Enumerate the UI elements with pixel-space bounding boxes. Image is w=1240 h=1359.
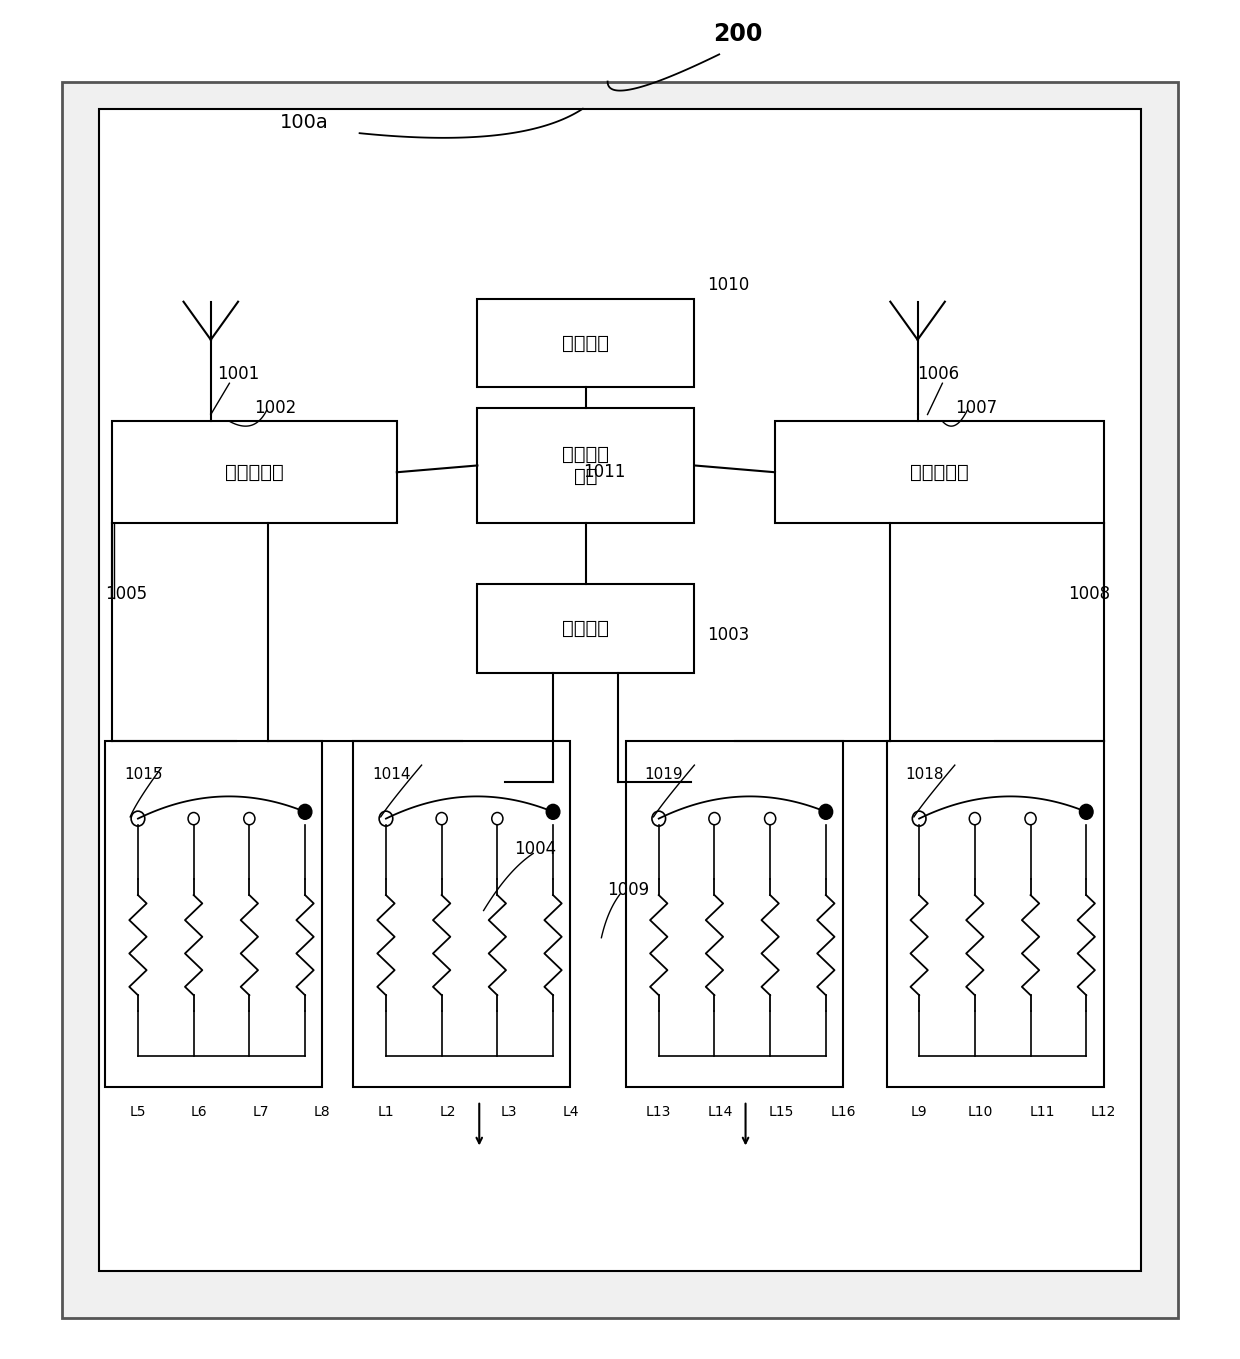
Text: 1003: 1003 bbox=[707, 625, 749, 644]
Text: L10: L10 bbox=[968, 1105, 993, 1118]
Bar bbox=[99, 109, 1141, 1271]
Text: L12: L12 bbox=[1091, 1105, 1116, 1118]
Bar bbox=[775, 421, 1104, 523]
Text: 1001: 1001 bbox=[217, 364, 259, 383]
Bar bbox=[477, 408, 694, 523]
Text: 1004: 1004 bbox=[515, 840, 557, 859]
Bar bbox=[626, 741, 843, 1087]
Text: 200: 200 bbox=[713, 22, 763, 46]
Text: 1002: 1002 bbox=[254, 398, 296, 417]
Bar bbox=[477, 584, 694, 673]
Bar bbox=[105, 741, 322, 1087]
Bar bbox=[887, 741, 1104, 1087]
Text: 第五切换
单元: 第五切换 单元 bbox=[563, 444, 609, 487]
Text: L13: L13 bbox=[646, 1105, 671, 1118]
Text: L16: L16 bbox=[831, 1105, 856, 1118]
Text: 1019: 1019 bbox=[645, 766, 683, 783]
Circle shape bbox=[546, 805, 560, 819]
Bar bbox=[477, 299, 694, 387]
Text: L9: L9 bbox=[911, 1105, 928, 1118]
Text: L5: L5 bbox=[130, 1105, 146, 1118]
Text: L4: L4 bbox=[562, 1105, 579, 1118]
Text: 1008: 1008 bbox=[1068, 584, 1110, 603]
Bar bbox=[112, 421, 397, 523]
Text: L2: L2 bbox=[439, 1105, 455, 1118]
Text: 1009: 1009 bbox=[608, 881, 650, 900]
Text: L1: L1 bbox=[378, 1105, 394, 1118]
Text: L11: L11 bbox=[1029, 1105, 1055, 1118]
Text: 1007: 1007 bbox=[955, 398, 997, 417]
Text: 第二双工器: 第二双工器 bbox=[910, 463, 968, 481]
Circle shape bbox=[1079, 805, 1092, 819]
Bar bbox=[353, 741, 570, 1087]
Text: 感应单元: 感应单元 bbox=[563, 334, 609, 352]
Text: L6: L6 bbox=[191, 1105, 208, 1118]
Text: L7: L7 bbox=[253, 1105, 269, 1118]
Text: 控制单元: 控制单元 bbox=[563, 620, 609, 637]
Text: 1018: 1018 bbox=[905, 766, 944, 783]
Text: L3: L3 bbox=[501, 1105, 517, 1118]
Text: 100a: 100a bbox=[279, 113, 329, 132]
Text: 1011: 1011 bbox=[583, 462, 625, 481]
Text: L8: L8 bbox=[314, 1105, 331, 1118]
Circle shape bbox=[299, 805, 312, 819]
Text: 1010: 1010 bbox=[707, 276, 749, 295]
Text: 第一双工器: 第一双工器 bbox=[224, 463, 284, 481]
Text: L14: L14 bbox=[708, 1105, 733, 1118]
Text: 1015: 1015 bbox=[124, 766, 162, 783]
Text: 1006: 1006 bbox=[918, 364, 960, 383]
Text: 1014: 1014 bbox=[372, 766, 410, 783]
Text: L15: L15 bbox=[769, 1105, 795, 1118]
Text: 1005: 1005 bbox=[105, 584, 148, 603]
Circle shape bbox=[818, 805, 833, 819]
